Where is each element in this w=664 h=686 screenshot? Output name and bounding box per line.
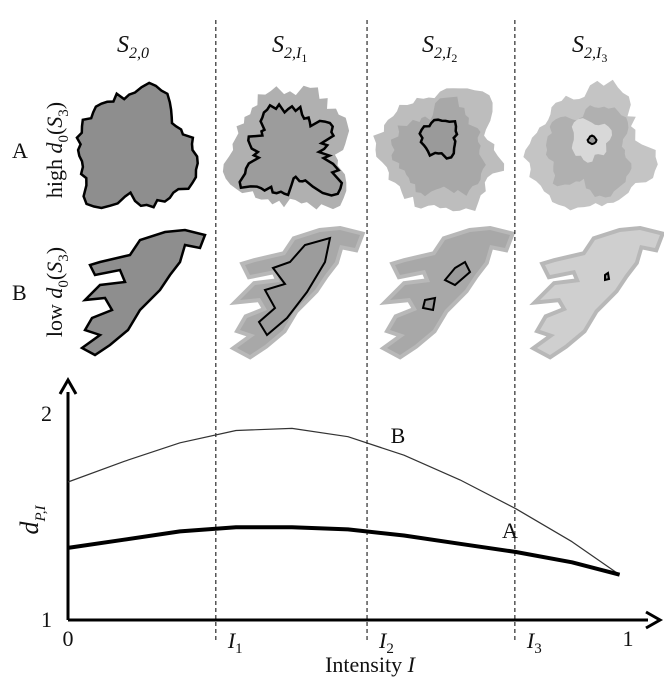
- marker-sub: 1: [235, 641, 243, 657]
- shape: [75, 81, 199, 210]
- marker-label: I3: [526, 628, 542, 657]
- x-axis-label: Intensity I: [325, 652, 417, 677]
- row-letter: A: [12, 138, 28, 163]
- marker-label: I1: [227, 628, 243, 657]
- column-subsub: 3: [601, 51, 607, 65]
- x-tick-label: 0: [63, 626, 74, 651]
- shape: [257, 236, 332, 337]
- column-subsub: 1: [301, 51, 307, 65]
- shape: [421, 296, 437, 312]
- marker-main: I: [227, 628, 237, 653]
- column-label: S2,I3: [572, 32, 607, 65]
- column-main: S: [572, 32, 584, 58]
- marker-main: I: [378, 628, 388, 653]
- column-sub: 2,I: [434, 45, 452, 62]
- column-sub: 2,I: [284, 45, 302, 62]
- column-subsub: 2: [451, 51, 457, 65]
- y-arrow: [58, 376, 78, 395]
- shape: [387, 230, 510, 355]
- shape-group: [379, 225, 516, 360]
- shape: [238, 102, 344, 197]
- column-label: S2,0: [117, 32, 149, 62]
- shape: [537, 230, 660, 355]
- shapes: [75, 79, 664, 360]
- shape: [79, 228, 207, 357]
- marker-label: I2: [378, 628, 394, 657]
- shape-group: [529, 225, 664, 360]
- column-label: S2,I2: [422, 32, 457, 65]
- curve: [67, 525, 621, 577]
- row-label: low d0(S3): [42, 247, 72, 337]
- y-axis-label: dP,I: [15, 505, 49, 535]
- shape: [604, 271, 611, 282]
- curve-label: A: [502, 518, 518, 543]
- row-letter: B: [12, 280, 27, 305]
- column-main: S: [272, 32, 284, 58]
- shape: [443, 260, 472, 287]
- curve: [67, 427, 620, 576]
- column-sub: 2,0: [129, 45, 149, 62]
- y-tick-label: 2: [41, 401, 52, 426]
- row-label: high d0(S3): [42, 102, 72, 198]
- shape-group: [229, 225, 366, 360]
- shape: [586, 134, 598, 146]
- column-main: S: [422, 32, 434, 58]
- shape: [418, 118, 459, 160]
- marker-sub: 3: [534, 641, 542, 657]
- column-main: S: [117, 32, 129, 58]
- x-tick-label: 1: [623, 626, 634, 651]
- y-tick-label: 1: [41, 607, 52, 632]
- x-arrow: [645, 610, 664, 630]
- marker-main: I: [526, 628, 536, 653]
- column-label: S2,I1: [272, 32, 307, 65]
- curve-label: B: [391, 423, 406, 448]
- marker-sub: 2: [386, 641, 394, 657]
- column-sub: 2,I: [584, 45, 602, 62]
